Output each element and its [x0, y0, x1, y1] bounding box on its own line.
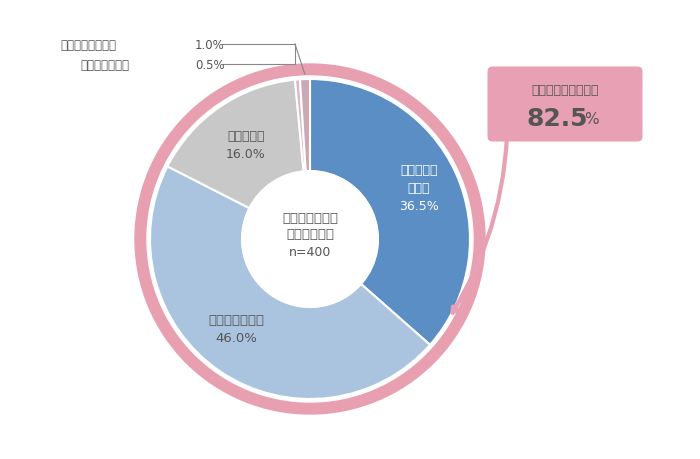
Circle shape — [147, 77, 473, 402]
Wedge shape — [310, 80, 470, 345]
Text: やや強くなった
46.0%: やや強くなった 46.0% — [208, 313, 264, 344]
Text: 「強くなった」　計: 「強くなった」 計 — [531, 84, 598, 97]
Text: とても弱くなった: とても弱くなった — [60, 39, 116, 51]
Wedge shape — [167, 80, 304, 209]
Text: 82.5: 82.5 — [526, 107, 588, 131]
Wedge shape — [300, 80, 310, 172]
Circle shape — [135, 65, 485, 414]
Text: とても強く
なった
36.5%: とても強く なった 36.5% — [399, 163, 439, 212]
Text: やや弱くなった: やや弱くなった — [80, 58, 129, 71]
Text: 変化はない
16.0%: 変化はない 16.0% — [226, 130, 266, 161]
Text: n=400: n=400 — [289, 245, 331, 258]
Text: 0.5%: 0.5% — [195, 58, 225, 71]
Text: アウトドア活動: アウトドア活動 — [282, 211, 338, 224]
Text: 1.0%: 1.0% — [195, 39, 225, 51]
Wedge shape — [150, 167, 430, 399]
Text: %: % — [584, 111, 598, 126]
Circle shape — [242, 172, 378, 308]
FancyBboxPatch shape — [487, 67, 643, 142]
Text: したい気持ち: したい気持ち — [286, 228, 334, 241]
Wedge shape — [295, 80, 306, 172]
